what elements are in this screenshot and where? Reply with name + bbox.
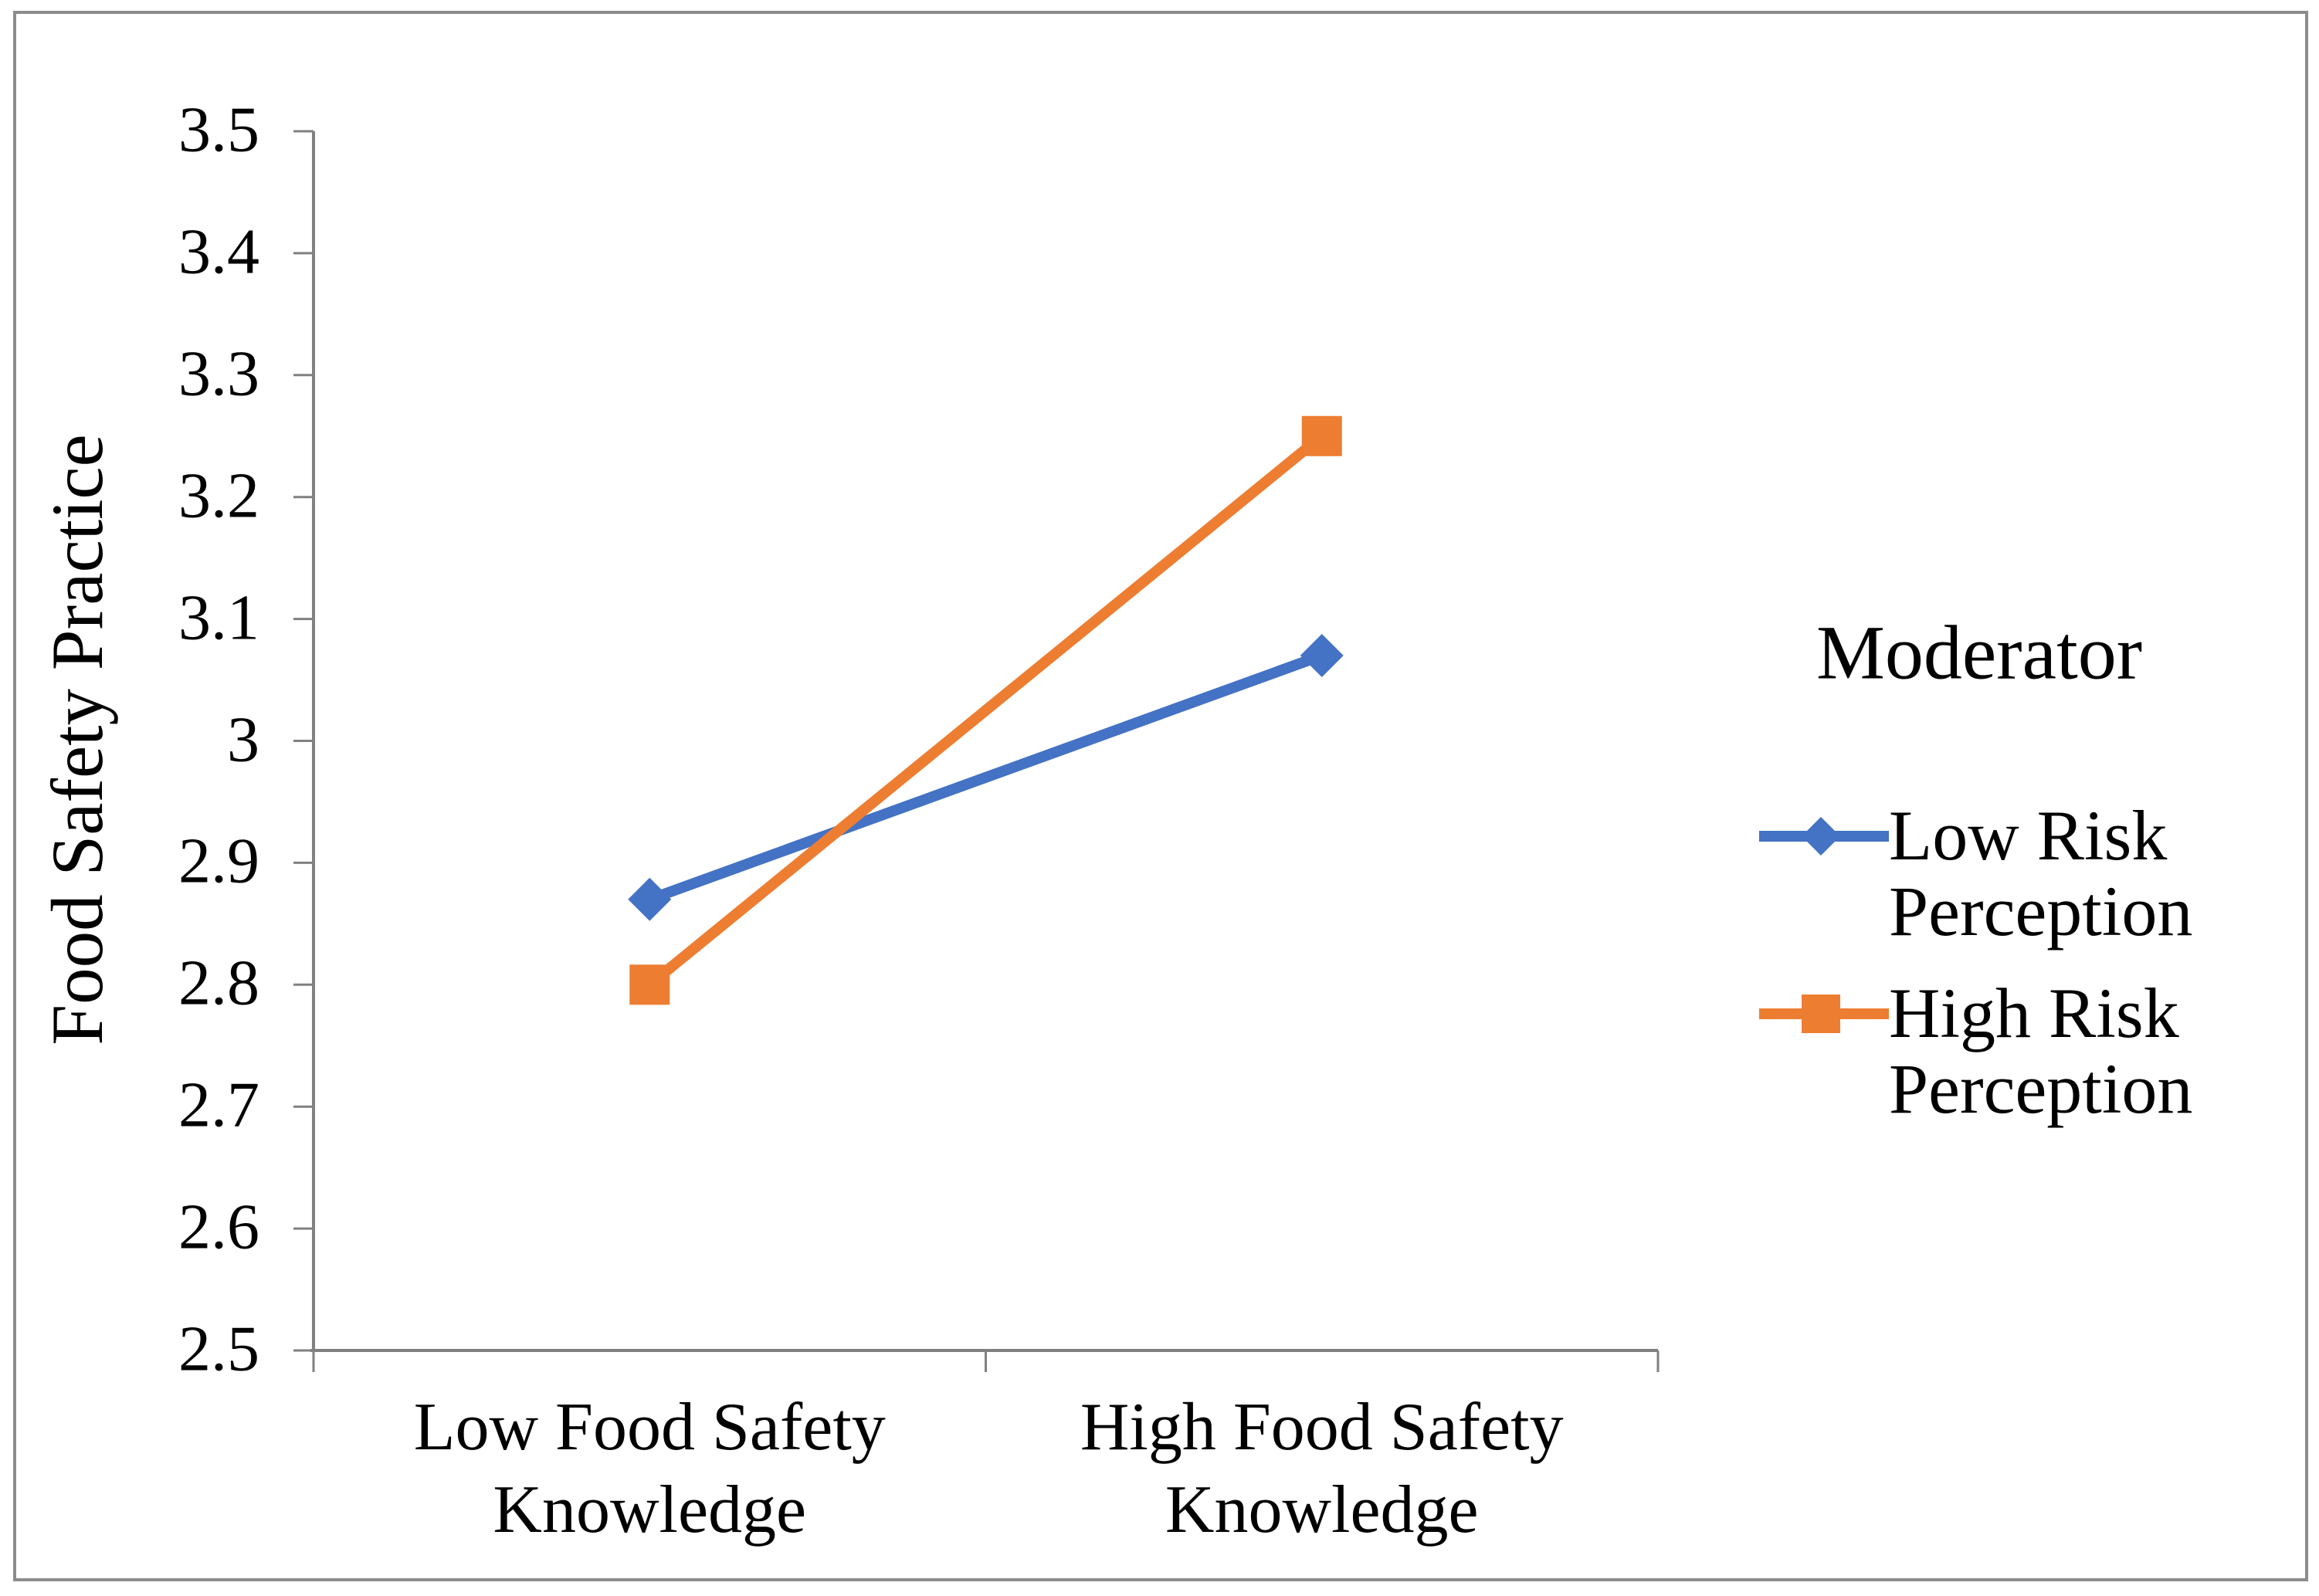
- y-tick-label: 3.1: [178, 581, 259, 653]
- figure-border: [13, 11, 2308, 1581]
- y-tick-label: 3.4: [178, 215, 259, 288]
- x-category-label: Low Food Safety Knowledge: [413, 1390, 886, 1548]
- y-axis-title: Food Safety Practice: [36, 434, 118, 1045]
- y-tick-label: 2.8: [178, 947, 259, 1019]
- legend-title: Moderator: [1816, 609, 2143, 696]
- legend-line-square-icon: [1759, 995, 1889, 1033]
- y-tick-label: 3.3: [178, 337, 259, 410]
- y-tick-label: 2.7: [178, 1069, 259, 1141]
- legend-line-diamond-icon: [1759, 817, 1889, 856]
- y-tick-label: 3: [227, 703, 259, 775]
- y-tick-label: 3.2: [178, 459, 259, 532]
- y-tick-label: 2.5: [178, 1313, 259, 1385]
- x-category-label: High Food Safety Knowledge: [1080, 1390, 1564, 1548]
- y-tick-label: 2.9: [178, 825, 259, 897]
- y-tick-label: 2.6: [178, 1191, 259, 1263]
- legend-label-high-risk: High Risk Perception: [1889, 974, 2193, 1128]
- legend-label-low-risk: Low Risk Perception: [1889, 796, 2193, 950]
- y-tick-label: 3.5: [178, 93, 259, 166]
